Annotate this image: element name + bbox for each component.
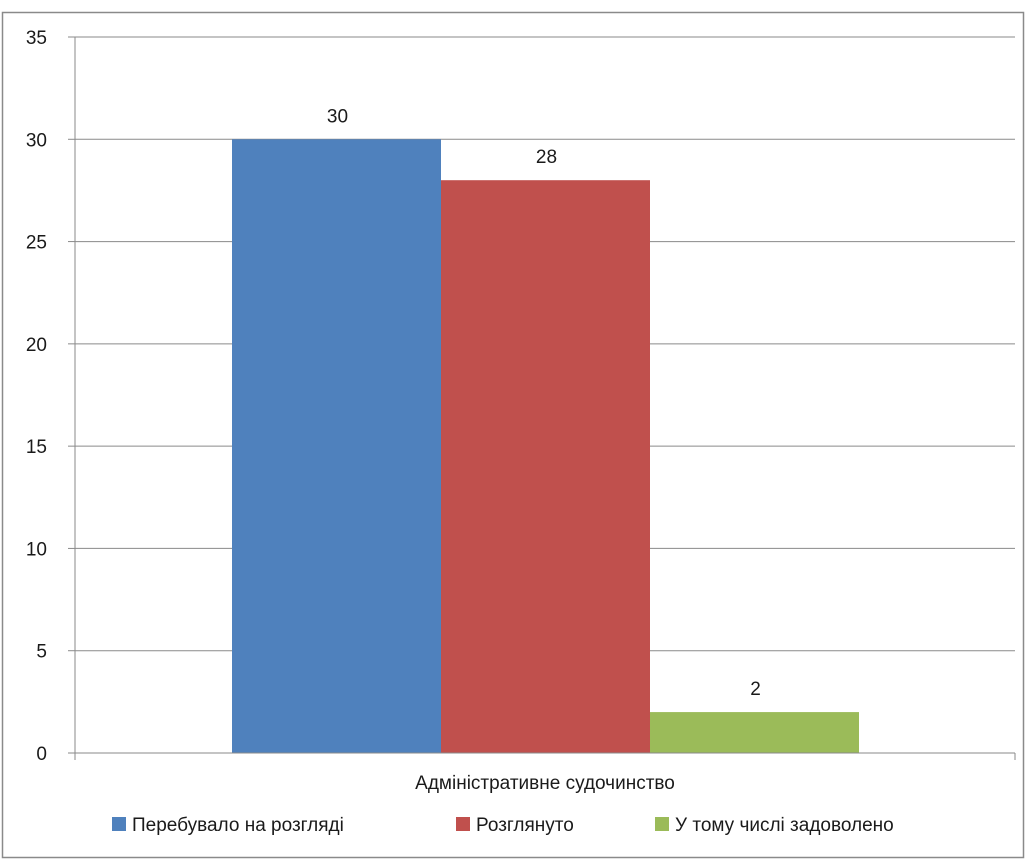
legend-label-3: У тому числі задоволено — [675, 815, 894, 836]
y-tick-label: 20 — [26, 335, 47, 356]
y-tick-label: 15 — [26, 437, 47, 458]
y-axis-ticks: 0 5 10 15 20 25 30 35 — [26, 28, 75, 765]
data-label-1: 30 — [327, 106, 348, 127]
y-tick-label: 10 — [26, 539, 47, 560]
data-label-2: 28 — [536, 147, 557, 168]
legend-swatch-2 — [456, 817, 470, 831]
data-labels: 30 28 2 — [327, 106, 761, 700]
y-tick-label: 25 — [26, 233, 47, 254]
legend-swatch-3 — [655, 817, 669, 831]
category-label: Адміністративне судочинство — [415, 773, 675, 794]
bar-3 — [650, 712, 859, 753]
y-tick-label: 35 — [26, 28, 47, 49]
data-label-3: 2 — [750, 679, 761, 700]
legend: Перебувало на розгляді Розглянуто У тому ч… — [112, 815, 894, 836]
y-tick-label: 0 — [36, 744, 47, 765]
y-tick-label: 30 — [26, 130, 47, 151]
legend-label-1: Перебувало на розгляді — [132, 815, 344, 836]
y-tick-label: 5 — [36, 642, 47, 663]
legend-label-2: Розглянуто — [476, 815, 574, 836]
legend-swatch-1 — [112, 817, 126, 831]
bars — [232, 139, 859, 754]
bar-1 — [232, 139, 441, 754]
bar-2 — [441, 180, 650, 753]
